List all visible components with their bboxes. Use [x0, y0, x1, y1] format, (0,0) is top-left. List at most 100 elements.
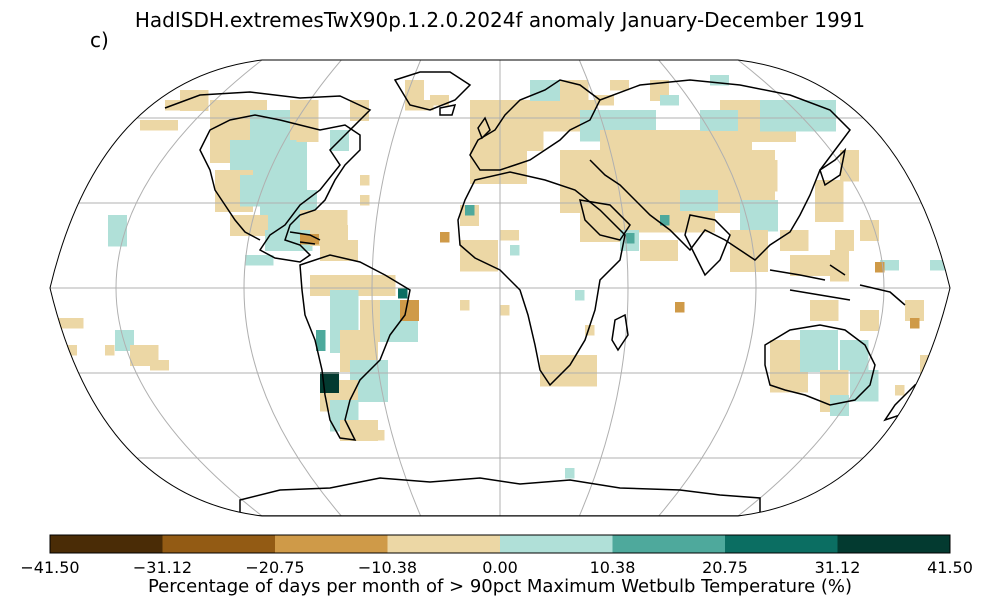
anomaly-cell: [660, 95, 679, 106]
coastline: [611, 313, 629, 352]
anomaly-cell: [440, 232, 450, 243]
colorbar-label: Percentage of days per month of > 90pct …: [147, 576, 853, 597]
anomaly-cell: [510, 245, 520, 256]
longitude-line: [115, 60, 263, 516]
colorbar-tick-label: −10.38: [357, 558, 418, 577]
colorbar-tick-label: 41.50: [927, 558, 973, 577]
anomaly-cell: [640, 240, 678, 261]
anomaly-cell: [840, 340, 869, 372]
anomaly-cell: [575, 290, 585, 301]
coastlines: [164, 71, 921, 516]
anomaly-cell: [375, 430, 385, 441]
anomaly-cell: [300, 234, 319, 245]
anomaly-cell: [835, 230, 854, 251]
anomaly-cell: [115, 330, 134, 351]
anomaly-cell: [540, 355, 597, 387]
anomaly-cell: [108, 215, 127, 247]
anomaly-cell: [465, 205, 475, 216]
panel-label: c): [90, 28, 109, 52]
anomaly-cell: [500, 305, 510, 316]
anomaly-cell: [930, 260, 949, 271]
anomaly-cell: [680, 190, 718, 211]
anomaly-cell: [840, 150, 859, 182]
anomaly-cell: [860, 310, 879, 331]
longitude-line: [737, 60, 885, 516]
anomaly-cell: [910, 318, 920, 329]
anomaly-cell: [730, 230, 768, 272]
anomaly-cell: [875, 262, 885, 273]
anomaly-cell: [660, 215, 670, 226]
globe-outline: [49, 59, 951, 517]
anomaly-cell: [340, 420, 378, 441]
coastline: [469, 79, 601, 171]
colorbar-tick-label: 31.12: [814, 558, 861, 577]
anomaly-cell: [920, 355, 939, 376]
longitude-line: [658, 60, 757, 516]
anomaly-cell: [230, 215, 268, 236]
colorbar-tick-label: −20.75: [245, 558, 305, 577]
coastline: [769, 264, 906, 306]
coastline: [299, 254, 411, 441]
colorbar-bin: [50, 535, 163, 553]
anomaly-cell: [905, 300, 924, 321]
anomaly-cells: [55, 75, 949, 479]
anomaly-cell: [430, 95, 449, 106]
anomaly-cell: [830, 250, 849, 282]
coastline: [289, 231, 321, 245]
map-title: HadISDH.extremesTwX90p.1.2.0.2024f anoma…: [134, 8, 866, 32]
anomaly-cell: [850, 370, 879, 402]
longitude-line: [371, 60, 422, 516]
anomaly-cell: [730, 160, 778, 192]
anomaly-cell: [625, 233, 635, 244]
coastline: [164, 91, 372, 263]
anomaly-cell: [800, 330, 838, 372]
anomaly-cell: [165, 100, 194, 111]
coastline: [393, 71, 472, 111]
colorbar-bin: [612, 535, 726, 553]
coastline: [684, 214, 731, 277]
anomaly-cell: [360, 175, 370, 186]
anomaly-cell: [105, 345, 115, 356]
colorbar-tick-label: 20.75: [702, 558, 748, 577]
coastline: [819, 147, 847, 187]
colorbar-bin: [387, 535, 501, 553]
colorbar-tick-label: −41.50: [20, 558, 80, 577]
coastline: [239, 477, 761, 516]
anomaly-cell: [595, 95, 614, 106]
anomaly-cell: [710, 75, 729, 86]
anomaly-cell: [150, 360, 169, 371]
anomaly-cell: [810, 300, 839, 321]
colorbar-tick-label: 10.38: [589, 558, 636, 577]
colorbar-tick-label: 0.00: [482, 558, 518, 577]
anomaly-cell: [780, 230, 809, 251]
anomaly-cell: [585, 325, 595, 336]
anomaly-cell: [860, 220, 879, 241]
longitude-line: [578, 60, 629, 516]
anomaly-cell: [830, 395, 849, 416]
graticule-lines: [50, 60, 950, 516]
colorbar-bin: [837, 535, 951, 553]
colorbar-bin: [500, 535, 613, 553]
anomaly-cell: [316, 330, 326, 351]
anomaly-cell: [700, 110, 738, 131]
coastline: [764, 324, 876, 406]
map-body: [50, 60, 950, 516]
anomaly-cell: [405, 80, 424, 101]
anomaly-cell: [515, 130, 544, 151]
anomaly-cell: [360, 195, 370, 206]
anomaly-cell: [405, 100, 434, 111]
anomaly-cell: [55, 318, 84, 329]
anomaly-cell: [290, 100, 319, 142]
colorbar: [49, 534, 951, 554]
anomaly-cell: [675, 302, 685, 313]
anomaly-cell: [245, 255, 274, 266]
anomaly-cell: [790, 255, 838, 276]
coastline: [589, 79, 851, 261]
anomaly-cell: [815, 180, 844, 222]
anomaly-cell: [140, 120, 178, 131]
colorbar-bin: [162, 535, 276, 553]
anomaly-cell: [760, 100, 836, 132]
anomaly-cell: [895, 385, 905, 396]
colorbar-tick-label: −31.12: [132, 558, 193, 577]
